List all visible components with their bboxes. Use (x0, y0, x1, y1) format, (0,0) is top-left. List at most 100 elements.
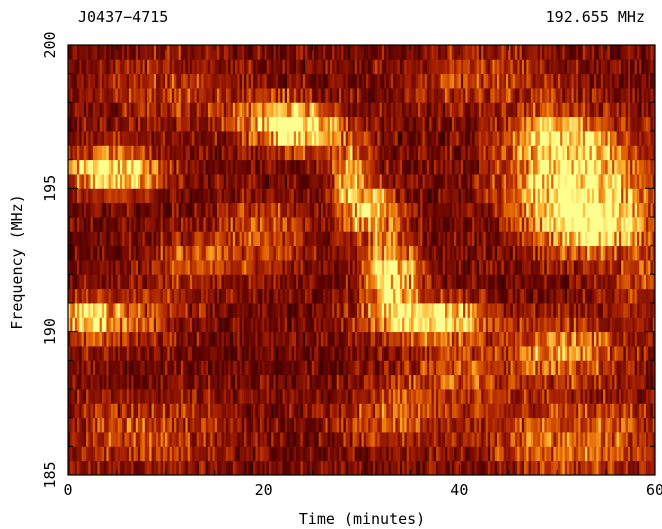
heatmap-cell (519, 274, 523, 290)
heatmap-cell (463, 346, 466, 361)
heatmap-cell (144, 417, 148, 433)
heatmap-cell (160, 231, 164, 247)
heatmap-cell (262, 274, 265, 290)
heatmap-cell (395, 274, 399, 290)
heatmap-cell (456, 374, 459, 390)
heatmap-cell (393, 460, 396, 476)
heatmap-cell (566, 317, 570, 333)
heatmap-cell (420, 389, 423, 404)
heatmap-cell (456, 389, 459, 404)
heatmap-cell (643, 317, 647, 333)
heatmap-cell (483, 346, 487, 361)
heatmap-cell (526, 460, 529, 476)
heatmap-cell (496, 317, 500, 333)
heatmap-cell (92, 432, 96, 447)
heatmap-cell (280, 432, 283, 447)
heatmap-cell (149, 460, 152, 476)
heatmap-cell (476, 260, 480, 275)
heatmap-cell (133, 188, 137, 204)
heatmap-cell (526, 245, 529, 261)
heatmap-cell (623, 245, 627, 261)
heatmap-cell (370, 202, 374, 218)
heatmap-cell (395, 303, 399, 318)
heatmap-cell (469, 217, 473, 232)
heatmap-cell (406, 346, 410, 361)
heatmap-cell (165, 460, 168, 476)
heatmap-cell (429, 374, 432, 390)
heatmap-cell (438, 217, 441, 232)
heatmap-cell (323, 403, 326, 419)
heatmap-cell (404, 217, 408, 232)
heatmap-cell (634, 360, 638, 376)
heatmap-cell (465, 389, 469, 404)
heatmap-cell (158, 303, 161, 318)
heatmap-cell (546, 360, 550, 376)
heatmap-cell (81, 417, 85, 433)
heatmap-cell (262, 374, 265, 390)
heatmap-cell (253, 374, 256, 390)
heatmap-cell (115, 317, 119, 333)
heatmap-cell (248, 417, 252, 433)
heatmap-cell (573, 274, 577, 290)
heatmap-cell (305, 260, 308, 275)
heatmap-cell (603, 417, 606, 433)
heatmap-cell (487, 317, 491, 333)
heatmap-cell (539, 403, 543, 419)
heatmap-cell (311, 317, 315, 333)
heatmap-cell (314, 260, 317, 275)
heatmap-cell (634, 346, 638, 361)
heatmap-cell (194, 202, 198, 218)
heatmap-cell (140, 389, 143, 404)
heatmap-cell (415, 432, 419, 447)
heatmap-cell (533, 360, 536, 376)
heatmap-cell (334, 403, 338, 419)
heatmap-cell (440, 288, 444, 304)
heatmap-cell (255, 389, 259, 404)
heatmap-cell (178, 360, 182, 376)
heatmap-cell (68, 403, 71, 419)
heatmap-cell (119, 432, 123, 447)
heatmap-cell (424, 374, 428, 390)
heatmap-cell (196, 317, 200, 333)
heatmap-cell (390, 446, 394, 462)
heatmap-cell (137, 331, 141, 347)
heatmap-cell (515, 446, 518, 462)
heatmap-cell (329, 346, 333, 361)
heatmap-cell (413, 202, 417, 218)
heatmap-cell (548, 389, 552, 404)
heatmap-cell (438, 260, 441, 275)
heatmap-cell (580, 331, 584, 347)
heatmap-cell (517, 403, 520, 419)
heatmap-cell (167, 389, 170, 404)
heatmap-cell (345, 288, 349, 304)
heatmap-cell (68, 231, 71, 247)
heatmap-cell (535, 446, 538, 462)
heatmap-cell (192, 217, 195, 232)
heatmap-cell (366, 346, 369, 361)
heatmap-cell (512, 288, 516, 304)
heatmap-cell (128, 374, 132, 390)
heatmap-cell (214, 260, 218, 275)
heatmap-cell (203, 231, 207, 247)
heatmap-cell (262, 403, 265, 419)
heatmap-cell (332, 360, 335, 376)
heatmap-cell (630, 432, 633, 447)
heatmap-cell (469, 274, 473, 290)
heatmap-cell (388, 202, 392, 218)
heatmap-cell (289, 346, 292, 361)
heatmap-cell (492, 331, 496, 347)
heatmap-cell (524, 389, 527, 404)
heatmap-cell (296, 389, 299, 404)
heatmap-cell (160, 331, 164, 347)
heatmap-cell (596, 260, 599, 275)
heatmap-cell (420, 446, 423, 462)
heatmap-cell (476, 331, 480, 347)
heatmap-cell (571, 274, 575, 290)
heatmap-cell (88, 231, 91, 247)
heatmap-cell (115, 432, 119, 447)
heatmap-cell (282, 389, 286, 404)
heatmap-cell (90, 417, 94, 433)
heatmap-cell (244, 202, 247, 218)
heatmap-cell (83, 317, 87, 333)
heatmap-cell (408, 403, 412, 419)
